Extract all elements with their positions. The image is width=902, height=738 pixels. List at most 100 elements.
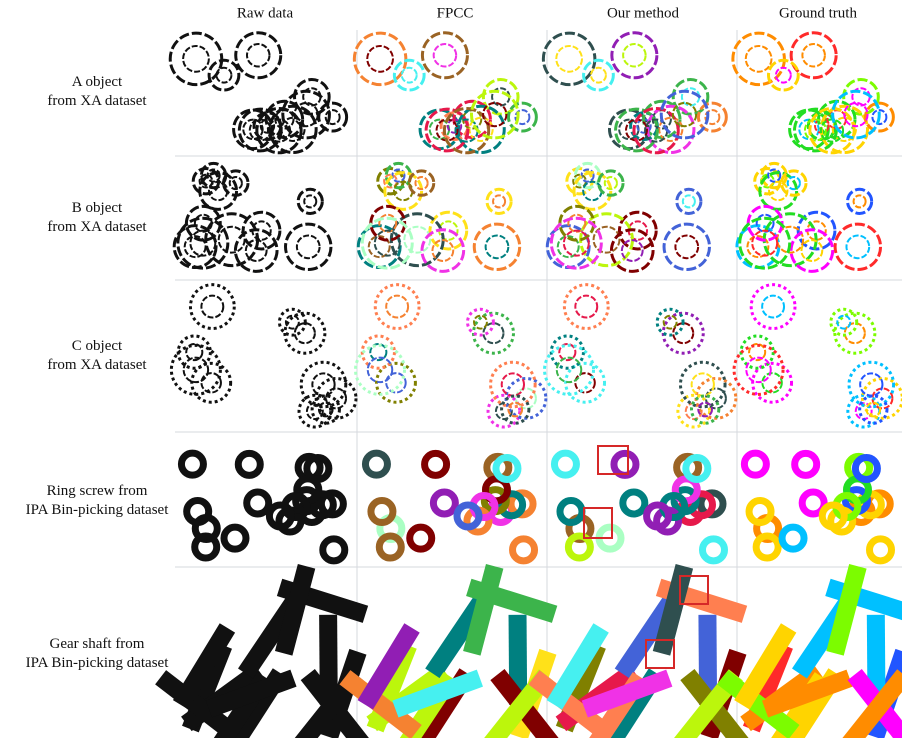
image-cell [355, 285, 545, 427]
row-label: A object [72, 74, 123, 90]
segment [433, 492, 455, 514]
segment [746, 46, 772, 72]
segment [488, 395, 520, 427]
column-header: Our method [607, 5, 680, 21]
image-cell [734, 285, 902, 427]
segment [486, 235, 509, 258]
image-cell [171, 285, 356, 427]
segment [683, 195, 695, 207]
segment [247, 44, 270, 67]
segment [623, 492, 645, 514]
segment [848, 189, 872, 213]
column-header: Ground truth [779, 5, 857, 21]
segment [612, 33, 657, 78]
segment [487, 189, 511, 213]
row-label: from XA dataset [47, 219, 147, 235]
segment [323, 539, 345, 561]
segment [556, 46, 582, 72]
segment [181, 453, 203, 475]
segment [474, 224, 519, 269]
segment [375, 285, 419, 329]
segment [434, 44, 457, 67]
segment [802, 44, 825, 67]
segment [870, 539, 892, 561]
segment [751, 285, 795, 329]
segment [756, 536, 778, 558]
segment [209, 60, 239, 90]
image-cell [181, 453, 344, 561]
row-label: from XA dataset [47, 93, 147, 109]
segment [238, 453, 260, 475]
segment [564, 231, 589, 256]
image-cell [155, 564, 370, 738]
segment [217, 68, 232, 83]
image-cell [358, 163, 519, 271]
image-cell [554, 453, 724, 561]
segment [404, 227, 430, 253]
segment [663, 313, 703, 353]
segment [236, 33, 281, 78]
segment [224, 527, 246, 549]
segment [219, 227, 245, 253]
segment [298, 189, 322, 213]
segment [319, 103, 347, 131]
image-cell [174, 163, 331, 271]
segment [295, 80, 330, 115]
segment [568, 536, 590, 558]
row-label: C object [72, 338, 123, 354]
segment [304, 195, 316, 207]
segment [375, 231, 400, 256]
segment [371, 501, 393, 523]
image-cell [744, 453, 891, 561]
segment [186, 206, 220, 240]
segment [664, 224, 709, 269]
row-label: B object [72, 200, 123, 216]
segment [170, 33, 222, 85]
segment [190, 231, 215, 256]
segment [183, 46, 209, 72]
segment [468, 309, 494, 335]
segment [835, 224, 880, 269]
segment [386, 296, 408, 318]
image-cell [733, 33, 893, 153]
segment [365, 453, 387, 475]
segment [543, 33, 595, 85]
segment [835, 313, 875, 353]
segment [379, 536, 401, 558]
image-cell [547, 163, 709, 271]
image-cell [543, 33, 726, 153]
segment [677, 189, 701, 213]
segment [564, 285, 608, 329]
segment [762, 296, 784, 318]
column-header: Raw data [237, 5, 294, 21]
segment [554, 453, 576, 475]
segment [354, 33, 406, 85]
segment [860, 373, 882, 395]
segment [297, 235, 320, 258]
segment [795, 453, 817, 475]
segment [402, 68, 417, 83]
segment [746, 358, 771, 383]
segment [702, 539, 724, 561]
image-cell [717, 564, 902, 738]
segment [623, 44, 646, 67]
segment [247, 492, 269, 514]
row-label: Ring screw from [47, 483, 148, 499]
segment [190, 285, 234, 329]
image-cell [170, 33, 346, 153]
image-grid [155, 33, 902, 738]
segment [367, 46, 393, 72]
segment [286, 224, 331, 269]
image-cell [737, 163, 881, 271]
segment [201, 296, 223, 318]
segment [594, 227, 620, 253]
image-cell [354, 33, 536, 153]
segment [614, 453, 636, 475]
segment [560, 206, 594, 240]
segment [854, 195, 866, 207]
row-label: IPA Bin-picking dataset [26, 502, 170, 518]
image-cell [339, 564, 560, 738]
segment [744, 453, 766, 475]
segment [371, 206, 405, 240]
segment [493, 195, 505, 207]
